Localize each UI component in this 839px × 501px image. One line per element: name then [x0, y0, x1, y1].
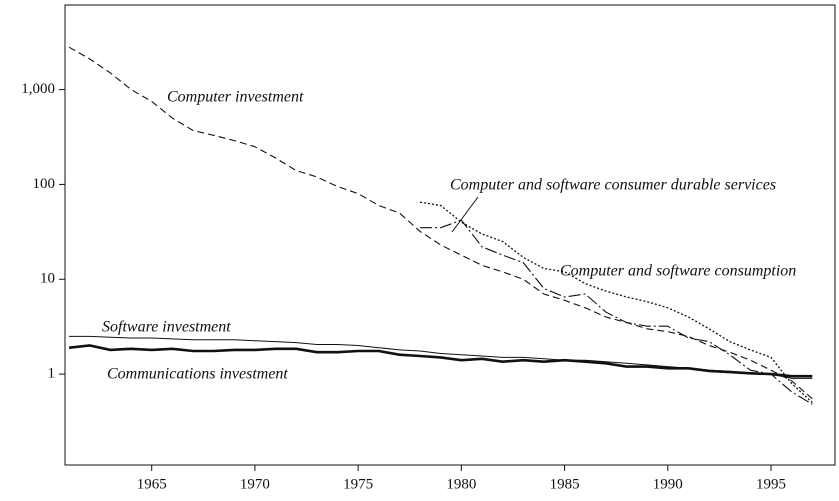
x-tick-label: 1985: [550, 476, 580, 492]
x-tick-label: 1975: [343, 476, 373, 492]
y-tick-label: 1,000: [21, 81, 55, 97]
series-label: Computer and software consumer durable s…: [450, 177, 776, 194]
y-tick-label: 1: [48, 366, 56, 382]
series-line: [68, 344, 813, 378]
series-label: Computer investment: [167, 89, 304, 106]
series-label: Computer and software consumption: [560, 263, 796, 280]
x-tick-label: 1995: [756, 476, 786, 492]
x-tick-label: 1990: [653, 476, 683, 492]
x-tick-label: 1980: [446, 476, 476, 492]
series-label: Communications investment: [107, 366, 288, 383]
series-label: Software investment: [102, 319, 231, 336]
x-tick-label: 1970: [240, 476, 270, 492]
series-line: [419, 201, 813, 404]
series-line: [68, 46, 813, 400]
y-tick-label: 10: [40, 271, 55, 287]
series-line: [420, 219, 813, 405]
y-tick-label: 100: [33, 176, 56, 192]
label-pointer: [451, 196, 479, 233]
x-tick-label: 1965: [137, 476, 167, 492]
plot-frame: [64, 4, 836, 466]
